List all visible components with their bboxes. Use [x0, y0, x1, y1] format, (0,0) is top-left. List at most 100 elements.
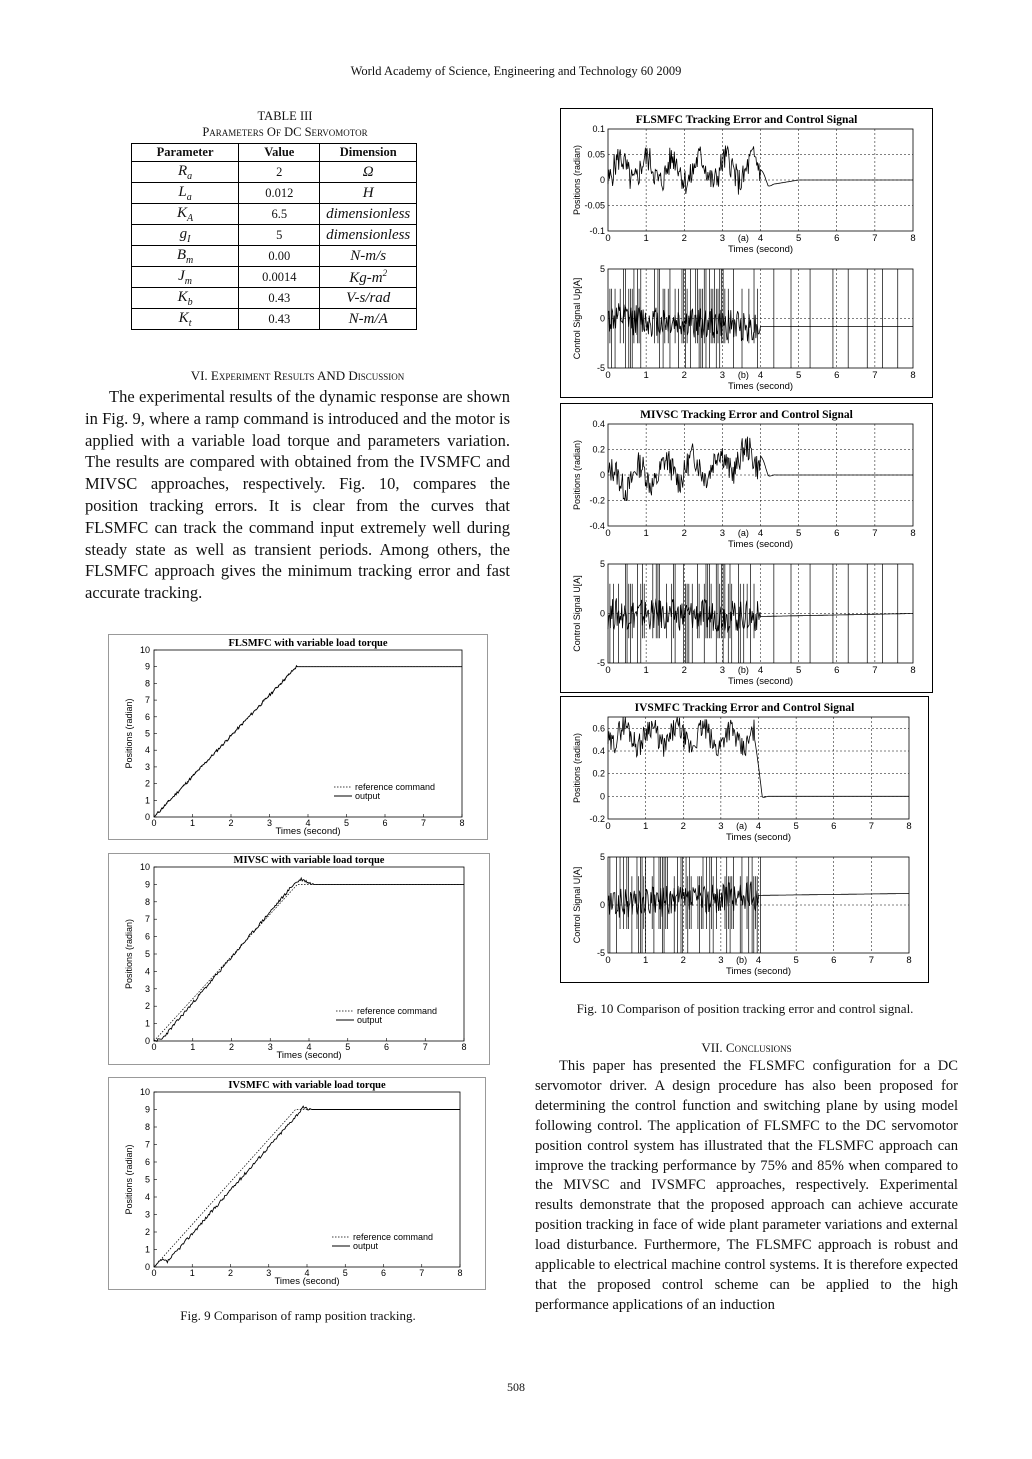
- parameter-value: 0.0014: [238, 266, 321, 288]
- x-tick-label: 4: [305, 818, 310, 828]
- x-tick-label: 2: [229, 1042, 234, 1052]
- control-spikes: [609, 564, 899, 663]
- figure-10-flsmfc-panel: FLSMFC Tracking Error and Control Signal…: [560, 108, 933, 398]
- y-tick-label: 0: [145, 812, 150, 822]
- legend-reference-label: reference command: [355, 782, 435, 792]
- parameter-dimension: H: [319, 182, 417, 204]
- y-tick-label: 0: [600, 470, 605, 480]
- x-tick-label: 4: [758, 370, 763, 381]
- x-tick-label: 6: [384, 1042, 389, 1052]
- y-tick-label: 4: [145, 1192, 150, 1202]
- x-tick-label: 3: [268, 1042, 273, 1052]
- y-tick-label: 9: [145, 879, 150, 889]
- chart-title: IVSMFC with variable load torque: [228, 1080, 386, 1091]
- parameter-symbol: Ra: [130, 161, 240, 183]
- figure-10-caption: Fig. 10 Comparison of position tracking …: [576, 1001, 914, 1016]
- x-axis-label: Times (second): [728, 381, 793, 392]
- y-axis-label: Positions (radian): [572, 440, 582, 510]
- parameter-dimension: N-m/A: [319, 308, 417, 330]
- y-axis-label: Positions (radian): [124, 698, 134, 768]
- y-tick-label: 0: [145, 1036, 150, 1046]
- figure-10-mivsc-panel: MIVSC Tracking Error and Control Signal 0…: [560, 403, 933, 693]
- y-tick-label: 0: [600, 900, 605, 910]
- y-tick-label: 0: [145, 1262, 150, 1272]
- y-tick-label: -0.2: [589, 814, 605, 824]
- x-tick-label: 4: [758, 528, 763, 539]
- x-axis-label: Times (second): [726, 832, 791, 843]
- x-tick-label: 4: [756, 821, 761, 832]
- legend-output-label: output: [355, 791, 381, 801]
- control-signal-line: [607, 598, 913, 634]
- tracking-error-line: [607, 145, 913, 195]
- table-row: Jm 0.0014 Kg-m2: [130, 266, 417, 288]
- panel-label: (a): [736, 821, 747, 831]
- y-tick-label: 7: [145, 914, 150, 924]
- parameter-dimension: Kg-m2: [319, 266, 417, 288]
- y-tick-label: 8: [145, 897, 150, 907]
- legend-output-label: output: [357, 1015, 383, 1025]
- section-7-paragraph: This paper has presented the FLSMFC conf…: [535, 1058, 958, 1313]
- parameter-dimension: N-m/s: [319, 245, 417, 267]
- x-axis-label: Times (second): [726, 966, 791, 977]
- y-tick-label: 0.05: [587, 150, 605, 160]
- legend-reference-label: reference command: [353, 1232, 433, 1242]
- x-tick-label: 7: [872, 665, 877, 676]
- parameter-dimension: dimensionless: [319, 224, 417, 246]
- y-tick-label: 5: [600, 559, 605, 569]
- panel-label: (b): [738, 665, 749, 675]
- x-tick-label: 6: [834, 665, 839, 676]
- x-tick-label: 6: [382, 818, 387, 828]
- y-tick-label: 10: [140, 645, 150, 655]
- x-tick-label: 0: [605, 665, 610, 676]
- x-axis-label: Times (second): [728, 539, 793, 550]
- x-tick-label: 2: [681, 955, 686, 966]
- x-tick-label: 8: [459, 818, 464, 828]
- y-tick-label: 7: [145, 695, 150, 705]
- x-tick-label: 1: [190, 818, 195, 828]
- x-tick-label: 5: [793, 821, 798, 832]
- x-tick-label: 4: [758, 665, 763, 676]
- x-tick-label: 6: [834, 528, 839, 539]
- x-axis-label: Times (second): [728, 676, 793, 687]
- x-tick-label: 3: [720, 233, 725, 244]
- x-tick-label: 2: [228, 818, 233, 828]
- figure-10-ivsmfc-panel: IVSMFC Tracking Error and Control Signal…: [560, 696, 929, 983]
- x-tick-label: 1: [643, 665, 648, 676]
- x-tick-label: 1: [643, 955, 648, 966]
- table-label: TABLE III: [257, 109, 313, 123]
- x-tick-label: 3: [267, 818, 272, 828]
- x-tick-label: 7: [872, 370, 877, 381]
- x-tick-label: 6: [834, 370, 839, 381]
- y-tick-label: 5: [145, 729, 150, 739]
- y-tick-label: 0.2: [592, 769, 605, 779]
- tracking-error-line: [607, 436, 913, 501]
- y-tick-label: 3: [145, 984, 150, 994]
- x-tick-label: 5: [796, 370, 801, 381]
- x-tick-label: 2: [682, 665, 687, 676]
- y-tick-label: 0: [600, 175, 605, 185]
- parameter-symbol: La: [130, 182, 240, 204]
- parameter-symbol: gI: [130, 224, 240, 246]
- chart-title: FLSMFC Tracking Error and Control Signal: [636, 114, 858, 126]
- parameter-value: 0.012: [238, 182, 321, 204]
- y-axis-label: Control Signal Up[A]: [572, 278, 582, 360]
- x-tick-label: 7: [423, 1042, 428, 1052]
- y-tick-label: 0: [600, 609, 605, 619]
- x-tick-label: 8: [910, 370, 915, 381]
- figure-frame: [108, 853, 490, 1065]
- x-tick-label: 7: [419, 1268, 424, 1278]
- x-tick-label: 2: [682, 528, 687, 539]
- x-tick-label: 5: [345, 1042, 350, 1052]
- output-line: [153, 1105, 460, 1268]
- y-tick-label: 8: [145, 678, 150, 688]
- x-tick-label: 5: [796, 233, 801, 244]
- parameter-value: 2: [238, 161, 321, 183]
- y-axis-label: Control Signal U[A]: [572, 867, 582, 944]
- x-tick-label: 4: [758, 233, 763, 244]
- x-tick-label: 4: [306, 1042, 311, 1052]
- x-tick-label: 7: [872, 528, 877, 539]
- y-axis-label: Positions (radian): [572, 145, 582, 215]
- page-number: 508: [507, 1380, 525, 1394]
- parameter-dimension: dimensionless: [319, 203, 417, 225]
- output-line: [153, 876, 464, 1043]
